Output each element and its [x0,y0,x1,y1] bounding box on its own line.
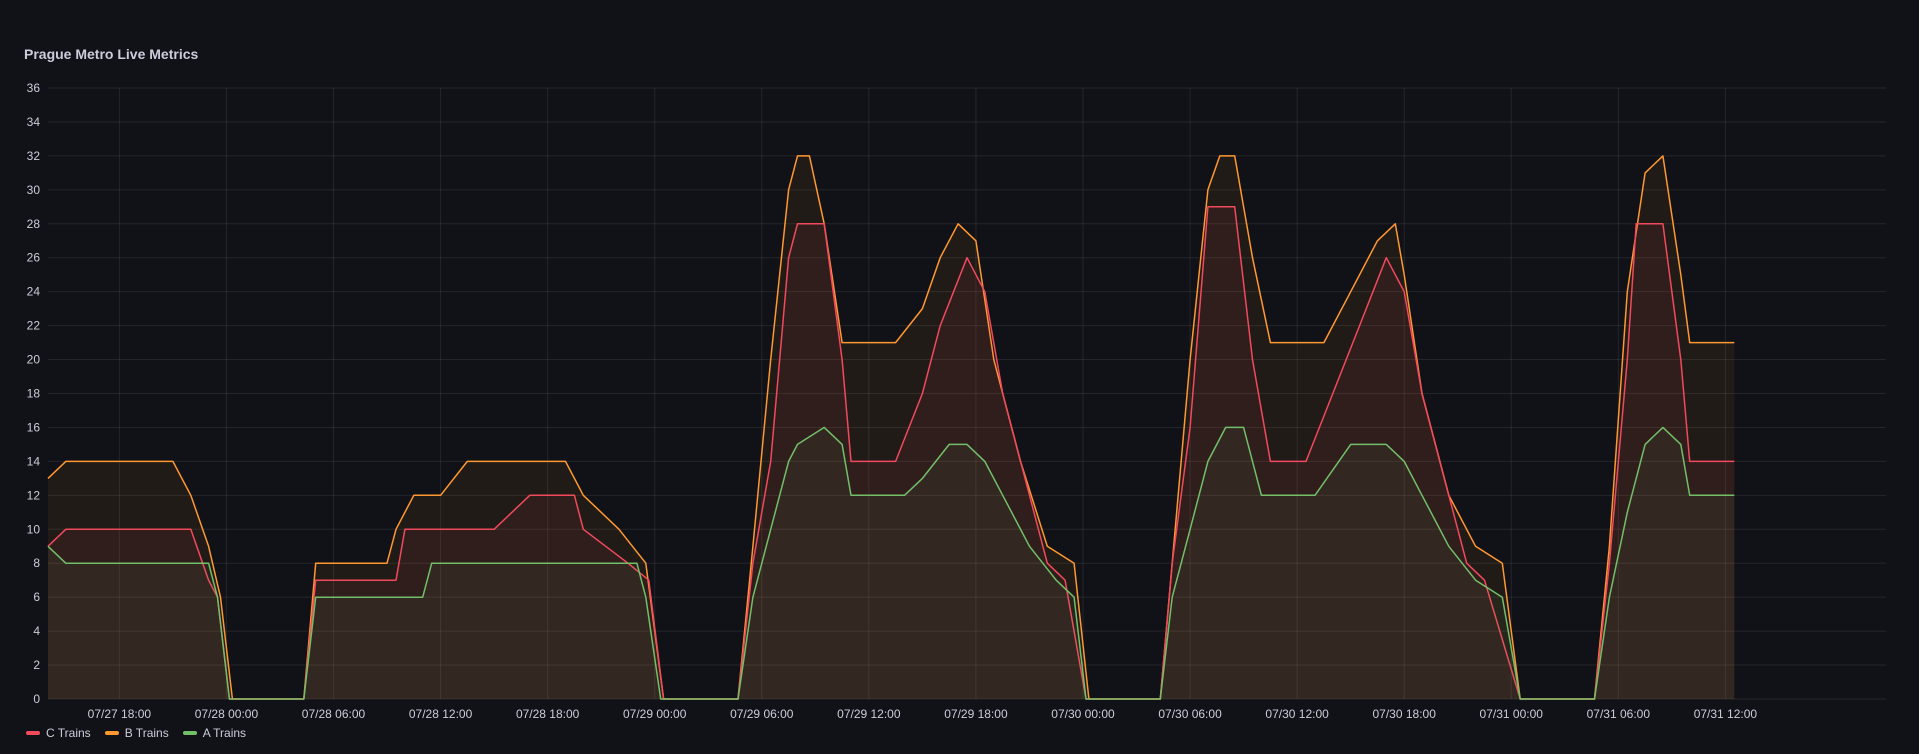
legend-swatch [104,731,119,735]
x-tick-label: 07/28 00:00 [195,707,259,721]
x-tick-label: 07/28 12:00 [409,707,473,721]
x-tick-label: 07/27 18:00 [88,707,152,721]
a-trains-line [47,426,1735,700]
y-tick-label: 18 [27,387,41,401]
y-tick-label: 14 [27,454,41,468]
panel-title[interactable]: Prague Metro Live Metrics [24,46,199,62]
y-tick-label: 26 [27,251,41,265]
y-tick-label: 0 [33,692,40,706]
legend-label: C Trains [46,726,91,740]
legend-label: B Trains [124,726,169,740]
x-tick-label: 07/29 06:00 [730,707,794,721]
x-tick-label: 07/30 12:00 [1265,707,1329,721]
y-tick-label: 34 [27,115,41,129]
legend-item-c-trains[interactable]: C Trains [26,726,91,740]
y-tick-label: 22 [27,319,41,333]
c-trains-line [47,206,1735,700]
x-tick-label: 07/31 12:00 [1694,707,1758,721]
x-tick-label: 07/30 00:00 [1051,707,1115,721]
y-tick-label: 28 [27,217,41,231]
legend-swatch [26,731,40,735]
y-tick-label: 8 [33,556,40,570]
x-tick-label: 07/30 18:00 [1372,707,1436,721]
legend-item-b-trains[interactable]: B Trains [104,726,169,740]
y-tick-label: 2 [33,658,40,672]
legend: C Trains B Trains A Trains [26,726,246,740]
legend-item-a-trains[interactable]: A Trains [182,726,247,740]
c-trains-area [48,206,1735,700]
y-tick-label: 12 [27,488,41,502]
legend-swatch [182,731,197,735]
x-tick-label: 07/29 00:00 [623,707,687,721]
y-tick-label: 4 [33,624,40,638]
legend-label: A Trains [202,726,247,740]
x-tick-label: 07/31 00:00 [1480,707,1544,721]
y-tick-label: 24 [27,285,41,299]
y-tick-label: 30 [27,183,41,197]
x-tick-label: 07/28 06:00 [302,707,366,721]
y-tick-label: 20 [27,353,41,367]
y-tick-label: 36 [27,81,41,95]
x-tick-label: 07/28 18:00 [516,707,580,721]
y-tick-label: 16 [27,420,41,434]
x-tick-label: 07/31 06:00 [1587,707,1651,721]
x-tick-label: 07/29 12:00 [837,707,901,721]
y-tick-label: 6 [33,590,40,604]
x-tick-label: 07/29 18:00 [944,707,1008,721]
b-trains-line [47,155,1735,700]
x-tick-label: 07/30 06:00 [1158,707,1222,721]
y-tick-label: 32 [27,149,41,163]
y-tick-label: 10 [27,522,41,536]
